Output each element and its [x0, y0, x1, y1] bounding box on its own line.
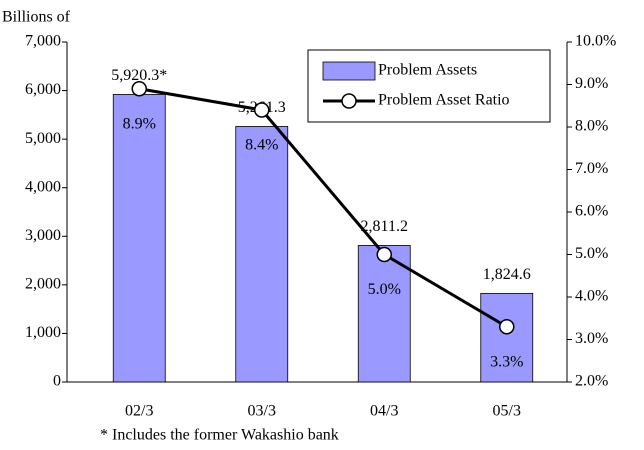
- y-tick-label: 6,000: [25, 81, 61, 98]
- y2-tick-label: 8.0%: [575, 118, 608, 135]
- bar: [112, 94, 166, 383]
- legend-marker: [341, 93, 357, 109]
- y2-tick-label: 6.0%: [575, 203, 608, 220]
- y-tick-label: 0: [53, 373, 61, 390]
- y-axis-label: Billions of: [2, 9, 71, 26]
- ratio-marker: [254, 102, 270, 118]
- y-tick-label: 4,000: [25, 178, 61, 195]
- ratio-marker: [499, 319, 515, 335]
- y-tick-label: 1,000: [25, 324, 61, 341]
- bar: [357, 245, 411, 383]
- bar: [480, 292, 534, 383]
- y2-tick-label: 2.0%: [575, 373, 608, 390]
- y-tick-label: 2,000: [25, 276, 61, 293]
- x-tick-label: 05/3: [493, 403, 521, 420]
- y2-tick-label: 10.0%: [575, 33, 616, 50]
- y-tick-label: 7,000: [25, 33, 61, 50]
- x-tick-label: 02/3: [125, 403, 153, 420]
- ratio-value-label: 8.9%: [123, 115, 156, 132]
- legend-label: Problem Asset Ratio: [378, 92, 510, 109]
- ratio-value-label: 3.3%: [490, 353, 523, 370]
- ratio-value-label: 8.4%: [245, 137, 278, 154]
- bar: [235, 126, 289, 383]
- y-tick-label: 5,000: [25, 130, 61, 147]
- y2-tick-label: 4.0%: [575, 288, 608, 305]
- x-tick-label: 03/3: [248, 403, 276, 420]
- bar-value-label: 1,824.6: [483, 266, 531, 283]
- footnote: * Includes the former Wakashio bank: [100, 427, 339, 444]
- ratio-value-label: 5.0%: [368, 281, 401, 298]
- bar-value-label: 2,811.2: [361, 218, 408, 235]
- bar-value-label: 5,920.3*: [111, 67, 167, 84]
- x-tick-label: 04/3: [370, 403, 398, 420]
- y2-tick-label: 5.0%: [575, 245, 608, 262]
- y-tick-label: 3,000: [25, 227, 61, 244]
- legend-swatch: [322, 61, 376, 81]
- ratio-marker: [376, 246, 392, 263]
- legend-label: Problem Assets: [378, 62, 477, 79]
- ratio-line: [138, 87, 508, 329]
- y2-tick-label: 9.0%: [575, 75, 608, 92]
- y2-tick-label: 7.0%: [575, 160, 608, 177]
- ratio-marker: [131, 81, 147, 97]
- y2-tick-label: 3.0%: [575, 330, 608, 347]
